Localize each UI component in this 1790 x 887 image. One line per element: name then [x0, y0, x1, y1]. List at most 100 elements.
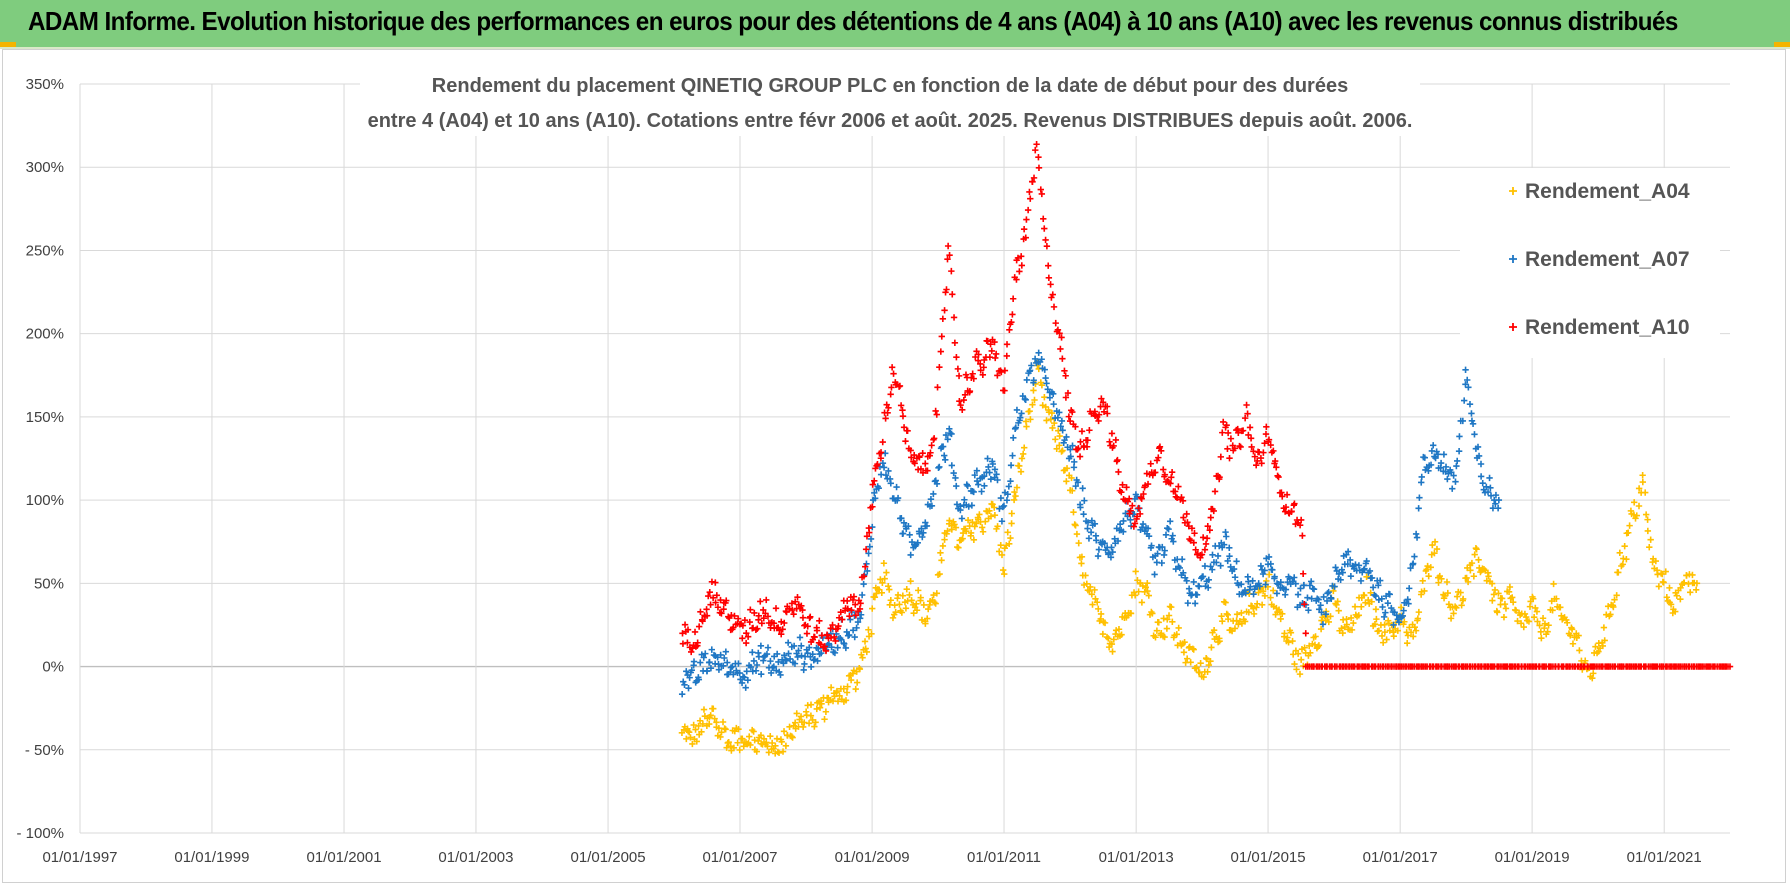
data-point-a04 — [1475, 556, 1482, 564]
data-point-a10 — [1299, 532, 1306, 539]
data-point-a07 — [678, 690, 686, 698]
data-point-a07 — [1440, 451, 1448, 458]
data-point-a10 — [948, 267, 955, 275]
data-point-a07 — [893, 483, 900, 491]
x-tick-label: 01/01/2007 — [702, 849, 777, 866]
data-point-a07 — [871, 495, 879, 502]
data-point-a10 — [930, 435, 938, 442]
data-point-a10 — [790, 611, 797, 618]
data-point-a07 — [879, 459, 887, 467]
chart-frame — [2, 49, 1786, 883]
data-point-a10 — [1074, 446, 1081, 453]
data-point-a07 — [1322, 611, 1330, 618]
data-point-a07 — [986, 469, 993, 476]
data-point-a04 — [753, 748, 760, 755]
legend-marker-a10 — [1509, 323, 1517, 331]
data-point-a07 — [742, 684, 749, 691]
data-point-a04 — [1071, 521, 1078, 528]
data-point-a10 — [885, 404, 892, 412]
data-point-a04 — [873, 590, 880, 597]
data-point-a10 — [924, 467, 931, 474]
data-point-a10 — [1106, 438, 1113, 445]
data-point-a10 — [1045, 262, 1052, 269]
data-point-a10 — [890, 370, 897, 377]
data-point-a04 — [1238, 609, 1245, 617]
data-point-a04 — [1208, 644, 1215, 651]
data-point-a10 — [816, 617, 823, 625]
data-point-a07 — [1072, 482, 1079, 490]
data-point-a04 — [970, 536, 978, 544]
data-point-a10 — [907, 447, 914, 454]
x-tick-label: 01/01/2013 — [1099, 849, 1174, 866]
data-point-a04 — [987, 513, 995, 520]
data-point-a04 — [1153, 627, 1161, 634]
data-point-a10 — [684, 639, 691, 646]
x-tick-label: 01/01/2005 — [571, 849, 646, 866]
data-point-a07 — [1415, 505, 1422, 512]
data-point-a07 — [1148, 542, 1155, 549]
data-point-a07 — [1379, 603, 1386, 611]
data-point-a07 — [681, 681, 688, 689]
data-point-a10 — [932, 407, 939, 415]
data-point-a04 — [683, 735, 690, 743]
x-tick-label: 01/01/2003 — [438, 849, 513, 866]
data-point-a07 — [773, 650, 781, 658]
data-point-a10 — [1207, 514, 1214, 521]
data-point-a10 — [1115, 468, 1122, 476]
data-point-a10 — [1183, 510, 1190, 518]
data-point-a04 — [1083, 580, 1091, 587]
data-point-a07 — [866, 543, 873, 550]
data-point-a07 — [1261, 567, 1268, 574]
data-point-a07 — [794, 653, 801, 661]
data-point-a07 — [1294, 591, 1302, 598]
data-point-a10 — [970, 375, 977, 382]
data-point-a10 — [1263, 423, 1270, 431]
data-point-a07 — [1050, 400, 1057, 408]
data-point-a10 — [1052, 319, 1059, 327]
data-point-a10 — [1270, 447, 1277, 455]
data-point-a04 — [1259, 587, 1267, 595]
data-point-a04 — [1007, 534, 1014, 542]
data-point-a10 — [1103, 403, 1111, 410]
data-point-a10 — [877, 455, 885, 462]
data-point-a04 — [1595, 648, 1602, 655]
data-point-a07 — [1255, 580, 1262, 587]
data-point-a07 — [818, 649, 825, 657]
data-point-a04 — [736, 746, 743, 754]
data-point-a10 — [709, 594, 717, 601]
data-point-a07 — [1450, 472, 1457, 479]
data-point-a04 — [1576, 647, 1583, 654]
data-point-a10 — [1078, 428, 1086, 435]
data-point-a10 — [1049, 291, 1056, 298]
data-point-a04 — [717, 733, 724, 741]
data-point-a07 — [781, 652, 788, 659]
data-point-a10 — [900, 424, 908, 431]
data-point-a07 — [914, 539, 921, 547]
y-tick-label: 350% — [26, 76, 64, 93]
data-point-a04 — [1293, 666, 1300, 673]
data-point-a07 — [996, 505, 1003, 512]
data-point-a07 — [1151, 571, 1158, 578]
data-point-a04 — [1371, 620, 1379, 628]
data-point-a04 — [1375, 627, 1383, 634]
data-point-a04 — [969, 519, 976, 526]
data-point-a04 — [1131, 592, 1139, 599]
data-point-a07 — [1442, 463, 1450, 471]
data-point-a10 — [837, 608, 844, 616]
data-point-a07 — [952, 474, 959, 482]
data-point-a04 — [1145, 592, 1152, 599]
data-point-a10 — [879, 438, 886, 446]
data-point-a10 — [1291, 500, 1298, 507]
data-point-a04 — [695, 722, 702, 730]
data-point-a04 — [821, 716, 828, 723]
data-point-a10 — [1003, 341, 1011, 348]
data-point-a07 — [1432, 454, 1439, 462]
data-point-a10 — [863, 533, 871, 540]
data-point-a07 — [1080, 511, 1087, 518]
data-point-a07 — [871, 489, 878, 497]
data-point-a10 — [1178, 494, 1185, 501]
data-point-a10 — [755, 612, 762, 620]
data-point-a10 — [734, 615, 742, 622]
data-point-a04 — [1419, 577, 1426, 585]
data-point-a04 — [1216, 637, 1223, 645]
